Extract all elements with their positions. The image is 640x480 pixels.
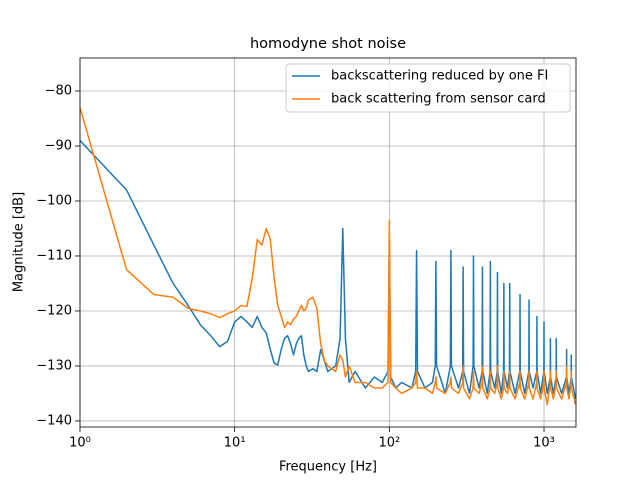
x-tick-label: 10⁰ bbox=[69, 436, 91, 451]
legend-label: back scattering from sensor card bbox=[331, 92, 546, 107]
legend-box bbox=[285, 63, 571, 113]
y-tick-label: −130 bbox=[36, 358, 72, 373]
x-tick-label: 10² bbox=[378, 436, 400, 451]
chart-title: homodyne shot noise bbox=[250, 36, 406, 52]
data-line bbox=[80, 139, 576, 400]
plot-frame bbox=[79, 57, 577, 428]
data-line bbox=[80, 107, 576, 406]
y-tick-label: −90 bbox=[45, 138, 72, 153]
y-axis-label: Magnitude [dB] bbox=[12, 192, 27, 292]
y-tick-label: −80 bbox=[45, 83, 72, 98]
legend-label: backscattering reduced by one FI bbox=[331, 69, 548, 84]
x-tick-label: 10¹ bbox=[224, 436, 246, 451]
x-tick-label: 10³ bbox=[533, 436, 555, 451]
y-tick-label: −110 bbox=[36, 248, 72, 263]
y-tick-label: −100 bbox=[36, 193, 72, 208]
y-tick-label: −140 bbox=[36, 413, 72, 428]
y-tick-label: −120 bbox=[36, 303, 72, 318]
plot-lines bbox=[80, 107, 576, 406]
x-axis-label: Frequency [Hz] bbox=[279, 460, 377, 475]
